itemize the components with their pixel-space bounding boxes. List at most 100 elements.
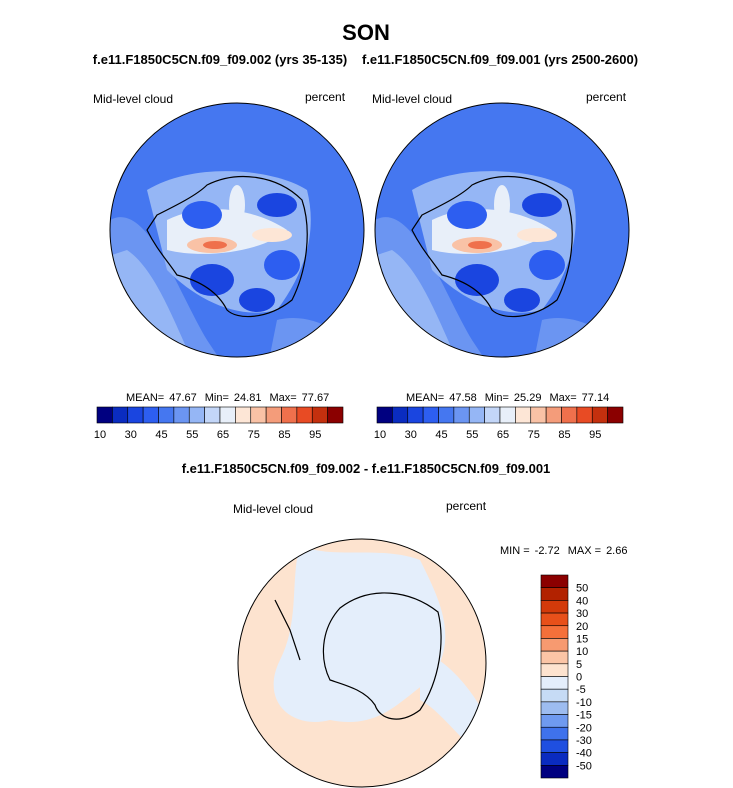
variable-label: Mid-level cloud	[93, 92, 173, 106]
colorbar-swatch	[173, 406, 190, 424]
colorbar-swatch	[540, 701, 569, 715]
colorbar-label: 75	[528, 429, 540, 441]
colorbar-label: -15	[576, 710, 592, 722]
colorbar-swatch	[540, 663, 569, 677]
colorbar-swatch	[515, 406, 532, 424]
units-label: percent	[305, 90, 346, 104]
colorbar-swatch	[540, 676, 569, 690]
colorbar-swatch	[545, 406, 562, 424]
stat-label: Max=	[549, 392, 576, 404]
map-border	[374, 102, 630, 358]
colorbar-swatch	[265, 406, 282, 424]
stat-label: MAX =	[568, 545, 601, 557]
colorbar-label: 30	[405, 429, 417, 441]
colorbar-label: 95	[589, 429, 601, 441]
colorbar-label: 45	[155, 429, 167, 441]
colorbar-label: 50	[576, 583, 588, 595]
colorbar-swatch	[296, 406, 313, 424]
colorbar-label: 0	[576, 672, 582, 684]
colorbar-swatch	[591, 406, 608, 424]
colorbar-swatch	[607, 406, 624, 424]
colorbar-swatch	[407, 406, 424, 424]
stat-label: Min=	[205, 392, 229, 404]
stat-label: MEAN=	[406, 392, 444, 404]
map	[375, 103, 629, 357]
colorbar-swatch	[142, 406, 159, 424]
colorbar-label: 85	[278, 429, 290, 441]
colorbar-swatch	[540, 739, 569, 753]
colorbar-label: 10	[374, 429, 386, 441]
colorbar-swatch	[250, 406, 267, 424]
colorbar-swatch	[468, 406, 485, 424]
colorbar-label: 30	[576, 608, 588, 620]
colorbar-swatch	[376, 406, 393, 424]
colorbar-swatch	[530, 406, 547, 424]
stat-value: 77.67	[302, 392, 330, 404]
colorbar-label: 55	[186, 429, 198, 441]
stat-value: 2.66	[606, 545, 627, 557]
colorbar-label: 30	[125, 429, 137, 441]
map	[238, 539, 486, 787]
colorbar-label: 75	[248, 429, 260, 441]
stats: MEAN= 47.58 Min= 25.29 Max= 77.14	[406, 392, 609, 404]
colorbar-label: 85	[558, 429, 570, 441]
colorbar-swatch	[540, 765, 569, 779]
colorbar-label: 10	[94, 429, 106, 441]
stat-value: 77.14	[582, 392, 610, 404]
variable-label: Mid-level cloud	[233, 502, 313, 516]
colorbar-swatch	[540, 650, 569, 665]
colorbar-label: 5	[576, 659, 582, 671]
figure-title: SON	[342, 20, 390, 45]
colorbar-swatch	[453, 406, 470, 424]
colorbar-label: -40	[576, 748, 592, 760]
colorbar-label: 10	[576, 646, 588, 658]
colorbar-swatch	[540, 612, 569, 627]
stat-label: Max=	[269, 392, 296, 404]
colorbar-swatch	[219, 406, 236, 424]
units-label: percent	[586, 90, 627, 104]
colorbar-swatch	[158, 406, 175, 424]
colorbar-swatch	[204, 406, 221, 424]
stat-value: 47.67	[169, 392, 197, 404]
colorbar-swatch	[127, 406, 144, 424]
colorbar-swatch	[281, 406, 298, 424]
colorbar-swatch	[540, 600, 569, 614]
colorbar-swatch	[499, 406, 516, 424]
colorbar-swatch	[540, 714, 569, 728]
stat-label: Min=	[485, 392, 509, 404]
colorbar-swatch	[188, 406, 205, 424]
colorbar-label: 20	[576, 621, 588, 633]
colorbar-swatch	[112, 406, 129, 424]
colorbar-label: -30	[576, 735, 592, 747]
colorbar-label: 65	[217, 429, 229, 441]
colorbar-swatch	[438, 406, 455, 424]
map-border	[109, 102, 365, 358]
colorbar-swatch	[540, 638, 569, 652]
stats: MIN = -2.72 MAX = 2.66	[500, 545, 627, 557]
colorbar-label: 95	[309, 429, 321, 441]
map-border	[237, 538, 487, 788]
stats: MEAN= 47.67 Min= 24.81 Max= 77.67	[126, 392, 329, 404]
colorbar-swatch	[540, 688, 569, 703]
colorbar-swatch	[540, 625, 569, 639]
colorbar-label: 65	[497, 429, 509, 441]
colorbar-swatch	[540, 587, 569, 601]
colorbar-label: 55	[466, 429, 478, 441]
colorbar-swatch	[484, 406, 501, 424]
stat-label: MEAN=	[126, 392, 164, 404]
colorbar-label: -5	[576, 684, 586, 696]
map	[110, 103, 364, 357]
stat-value: -2.72	[535, 545, 560, 557]
colorbar-label: 40	[576, 595, 588, 607]
colorbar-swatch	[96, 406, 113, 424]
variable-label: Mid-level cloud	[372, 92, 452, 106]
colorbar-label: -20	[576, 722, 592, 734]
colorbar-swatch	[392, 406, 409, 424]
colorbar-swatch	[422, 406, 439, 424]
colorbar-swatch	[311, 406, 328, 424]
colorbar-label: 45	[435, 429, 447, 441]
colorbar-swatch	[327, 406, 344, 424]
colorbar-swatch	[235, 406, 252, 424]
